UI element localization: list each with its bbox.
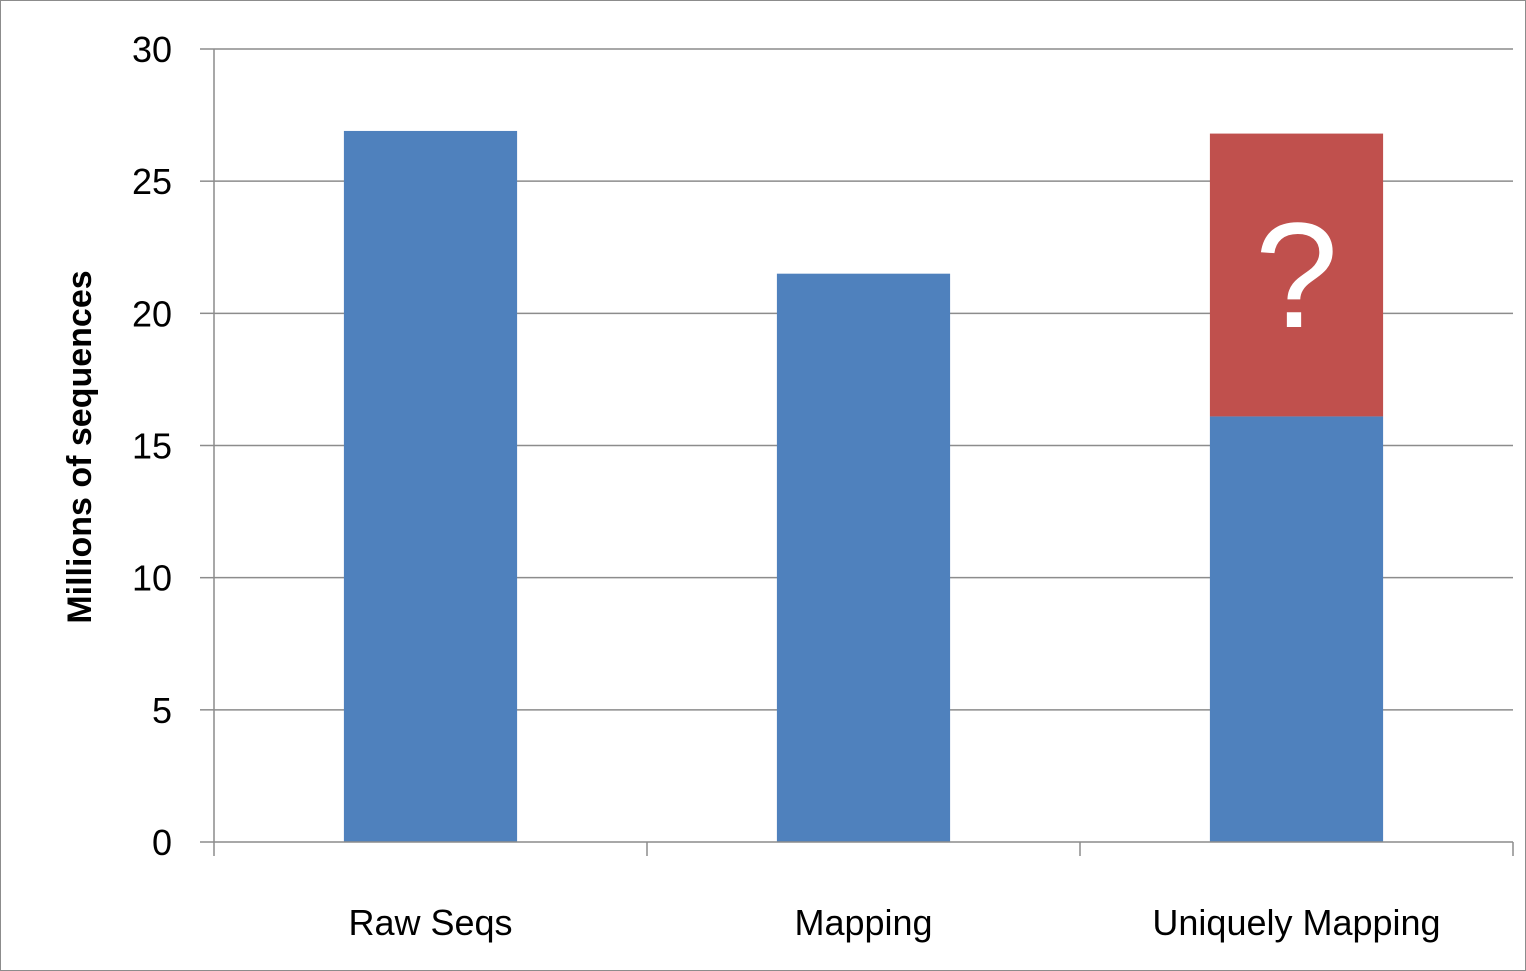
bar-segment-unknown bbox=[1209, 133, 1384, 417]
bar-overlay-label: ? bbox=[1255, 191, 1338, 359]
y-axis-title: Millions of sequences bbox=[61, 270, 99, 623]
y-tick-label: 5 bbox=[152, 690, 172, 731]
y-tick-label: 0 bbox=[152, 822, 172, 863]
y-tick-label: 10 bbox=[132, 558, 172, 599]
y-tick-label: 15 bbox=[132, 426, 172, 467]
x-category-label: Raw Seqs bbox=[348, 902, 512, 943]
x-category-label: Uniquely Mapping bbox=[1152, 902, 1440, 943]
bar bbox=[1209, 416, 1384, 842]
bars: ? bbox=[343, 130, 1384, 842]
y-tick-label: 30 bbox=[132, 29, 172, 70]
bar bbox=[776, 273, 951, 842]
axes bbox=[200, 48, 1514, 856]
x-category-labels: Raw Seqs Mapping Uniquely Mapping bbox=[348, 902, 1440, 943]
y-tick-label: 25 bbox=[132, 161, 172, 202]
x-category-label: Mapping bbox=[794, 902, 932, 943]
bar bbox=[343, 130, 518, 842]
y-tick-labels: 0 5 10 15 20 25 30 bbox=[132, 29, 172, 863]
y-tick-label: 20 bbox=[132, 293, 172, 334]
